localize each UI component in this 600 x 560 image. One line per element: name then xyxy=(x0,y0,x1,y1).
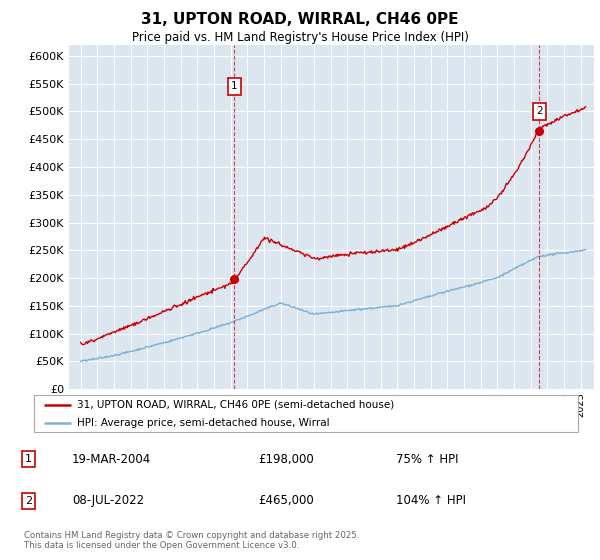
FancyBboxPatch shape xyxy=(34,395,578,432)
Text: £465,000: £465,000 xyxy=(258,494,314,507)
Text: HPI: Average price, semi-detached house, Wirral: HPI: Average price, semi-detached house,… xyxy=(77,418,329,428)
Text: 19-MAR-2004: 19-MAR-2004 xyxy=(72,452,151,466)
Text: 08-JUL-2022: 08-JUL-2022 xyxy=(72,494,144,507)
Text: 1: 1 xyxy=(231,81,238,91)
Text: £198,000: £198,000 xyxy=(258,452,314,466)
Text: Price paid vs. HM Land Registry's House Price Index (HPI): Price paid vs. HM Land Registry's House … xyxy=(131,31,469,44)
Text: 2: 2 xyxy=(25,496,32,506)
Text: 1: 1 xyxy=(25,454,32,464)
Text: 2: 2 xyxy=(536,106,542,116)
Text: 31, UPTON ROAD, WIRRAL, CH46 0PE: 31, UPTON ROAD, WIRRAL, CH46 0PE xyxy=(141,12,459,27)
Text: Contains HM Land Registry data © Crown copyright and database right 2025.
This d: Contains HM Land Registry data © Crown c… xyxy=(24,531,359,550)
Text: 31, UPTON ROAD, WIRRAL, CH46 0PE (semi-detached house): 31, UPTON ROAD, WIRRAL, CH46 0PE (semi-d… xyxy=(77,400,394,409)
Text: 75% ↑ HPI: 75% ↑ HPI xyxy=(396,452,458,466)
Text: 104% ↑ HPI: 104% ↑ HPI xyxy=(396,494,466,507)
